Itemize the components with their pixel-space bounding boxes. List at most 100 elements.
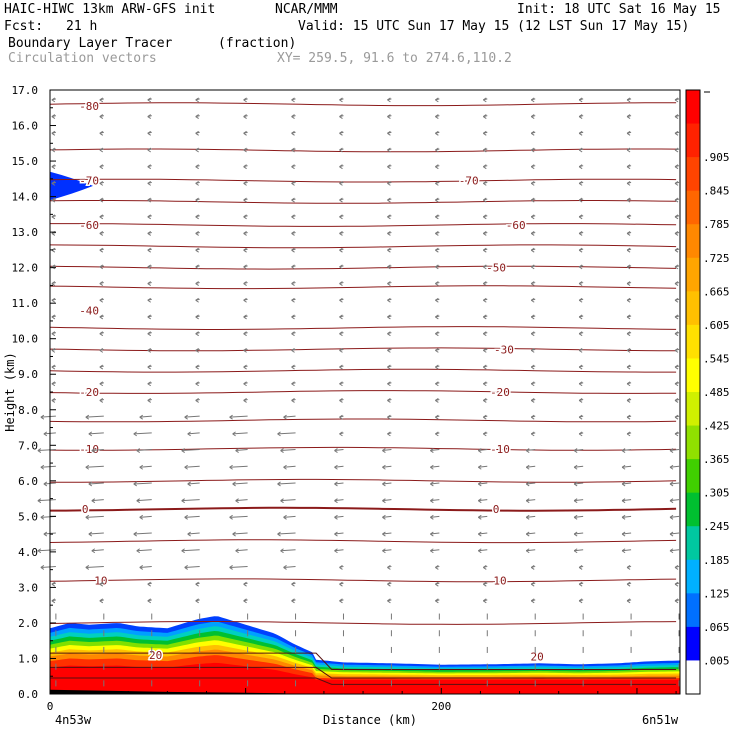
vector-arrow-head	[339, 414, 343, 420]
vector-arrow-head	[51, 598, 56, 604]
colorbar-label: .425	[703, 420, 730, 433]
vector-arrow-head	[530, 297, 535, 303]
vector-arrow	[133, 532, 152, 535]
vector-arrow-head	[430, 481, 434, 487]
vector-arrow-head	[339, 398, 343, 403]
vector-arrow-head	[578, 214, 583, 220]
vector-arrow	[232, 482, 248, 485]
isotherm-line	[50, 223, 677, 227]
vector-arrow-head	[578, 314, 583, 320]
vector-arrow-head	[669, 498, 674, 504]
xy-range: XY= 259.5, 91.6 to 274.6,110.2	[277, 51, 512, 66]
vector-arrow	[232, 532, 248, 535]
vector-arrow	[184, 415, 200, 418]
vector-arrow-head	[339, 347, 343, 353]
vector-arrow-head	[147, 97, 152, 103]
vector-arrow	[669, 482, 680, 485]
x-end-location: 6n51w	[642, 713, 679, 727]
vector-arrow-head	[277, 431, 281, 437]
vector-arrow-head	[99, 264, 104, 270]
vector-arrow-head	[626, 180, 631, 186]
colorbar-swatch	[686, 257, 700, 292]
vector-arrow-head	[387, 414, 391, 420]
vector-arrow-head	[530, 381, 535, 387]
vector-arrow-head	[387, 180, 391, 186]
vector-arrow-head	[136, 548, 141, 554]
organization: NCAR/MMM	[275, 2, 338, 17]
vector-arrow-head	[51, 130, 56, 136]
vector-arrow-head	[578, 114, 583, 119]
vector-arrow-head	[243, 97, 247, 103]
vector-arrow-head	[435, 247, 439, 253]
vector-arrow-head	[291, 264, 295, 270]
vector-arrow-head	[530, 231, 535, 236]
vector-arrow	[136, 499, 152, 502]
vector-arrow-head	[478, 548, 482, 554]
vector-arrow-head	[232, 531, 236, 537]
vector-arrow-head	[578, 598, 583, 604]
colorbar-swatch	[686, 459, 700, 494]
isotherm-label: -70	[79, 175, 99, 188]
vector-arrow-head	[483, 264, 487, 270]
y-tick-label: 2.0	[18, 617, 38, 630]
colorbar-label: .125	[703, 587, 730, 600]
vector-arrow-head	[147, 347, 152, 353]
vector-arrow-head	[334, 514, 338, 520]
vector-arrow-head	[626, 314, 631, 320]
isotherm-label: -40	[79, 304, 99, 317]
vector-arrow	[37, 499, 56, 502]
vector-arrow-head	[37, 498, 42, 504]
colorbar-swatch	[686, 123, 700, 158]
vector-arrow-head	[578, 231, 583, 236]
y-tick-label: 10.0	[12, 333, 39, 346]
vector-arrow-head	[277, 481, 281, 487]
vector-arrow-head	[435, 97, 439, 103]
vector-arrow-head	[147, 164, 152, 170]
vector-arrow-head	[37, 548, 42, 554]
vector-arrow-head	[573, 531, 578, 537]
vector-arrow-head	[573, 481, 578, 487]
vector-arrow	[526, 465, 536, 468]
vector-arrow-head	[674, 114, 679, 119]
y-tick-label: 7.0	[18, 439, 38, 452]
vector-arrow-head	[621, 498, 626, 504]
vector-arrow-head	[435, 281, 439, 286]
vector-arrow-head	[99, 297, 104, 303]
vector-arrow-head	[435, 414, 439, 420]
vector-arrow-head	[339, 565, 343, 570]
vector-arrow-head	[382, 548, 386, 554]
y-tick-label: 17.0	[12, 84, 39, 97]
vector-arrow-head	[37, 448, 42, 453]
y-tick-label: 6.0	[18, 475, 38, 488]
vector-arrow	[181, 499, 200, 502]
vector-arrow	[430, 549, 440, 552]
colorbar-label: .605	[703, 319, 730, 332]
vector-arrow-head	[674, 347, 679, 353]
vector-arrow-head	[387, 297, 391, 303]
vector-arrow	[229, 565, 248, 568]
vector-arrow-head	[51, 331, 56, 337]
vector-arrow-head	[195, 398, 199, 403]
vector-arrow-head	[147, 398, 152, 403]
vector-arrow-head	[99, 147, 104, 153]
vector-arrow-head	[243, 247, 247, 253]
isotherm-label: -30	[494, 343, 514, 356]
vector-arrow-head	[195, 197, 199, 203]
vector-arrow	[88, 482, 104, 485]
vector-arrow-head	[51, 114, 56, 119]
vector-arrow-head	[483, 214, 487, 220]
vector-arrow-head	[478, 498, 482, 504]
vector-arrow-head	[339, 97, 343, 103]
vector-arrow-head	[573, 514, 578, 520]
vector-arrow-head	[99, 180, 104, 186]
vector-arrow	[136, 549, 152, 552]
colorbar-label: .545	[703, 352, 730, 365]
vector-arrow-head	[291, 147, 295, 153]
vector-arrow-head	[530, 314, 535, 320]
vector-arrow-head	[184, 565, 188, 570]
vector-arrow-head	[669, 481, 674, 487]
vector-arrow-head	[626, 364, 631, 370]
vector-arrow-head	[283, 464, 287, 470]
vector-arrow-head	[483, 164, 487, 170]
